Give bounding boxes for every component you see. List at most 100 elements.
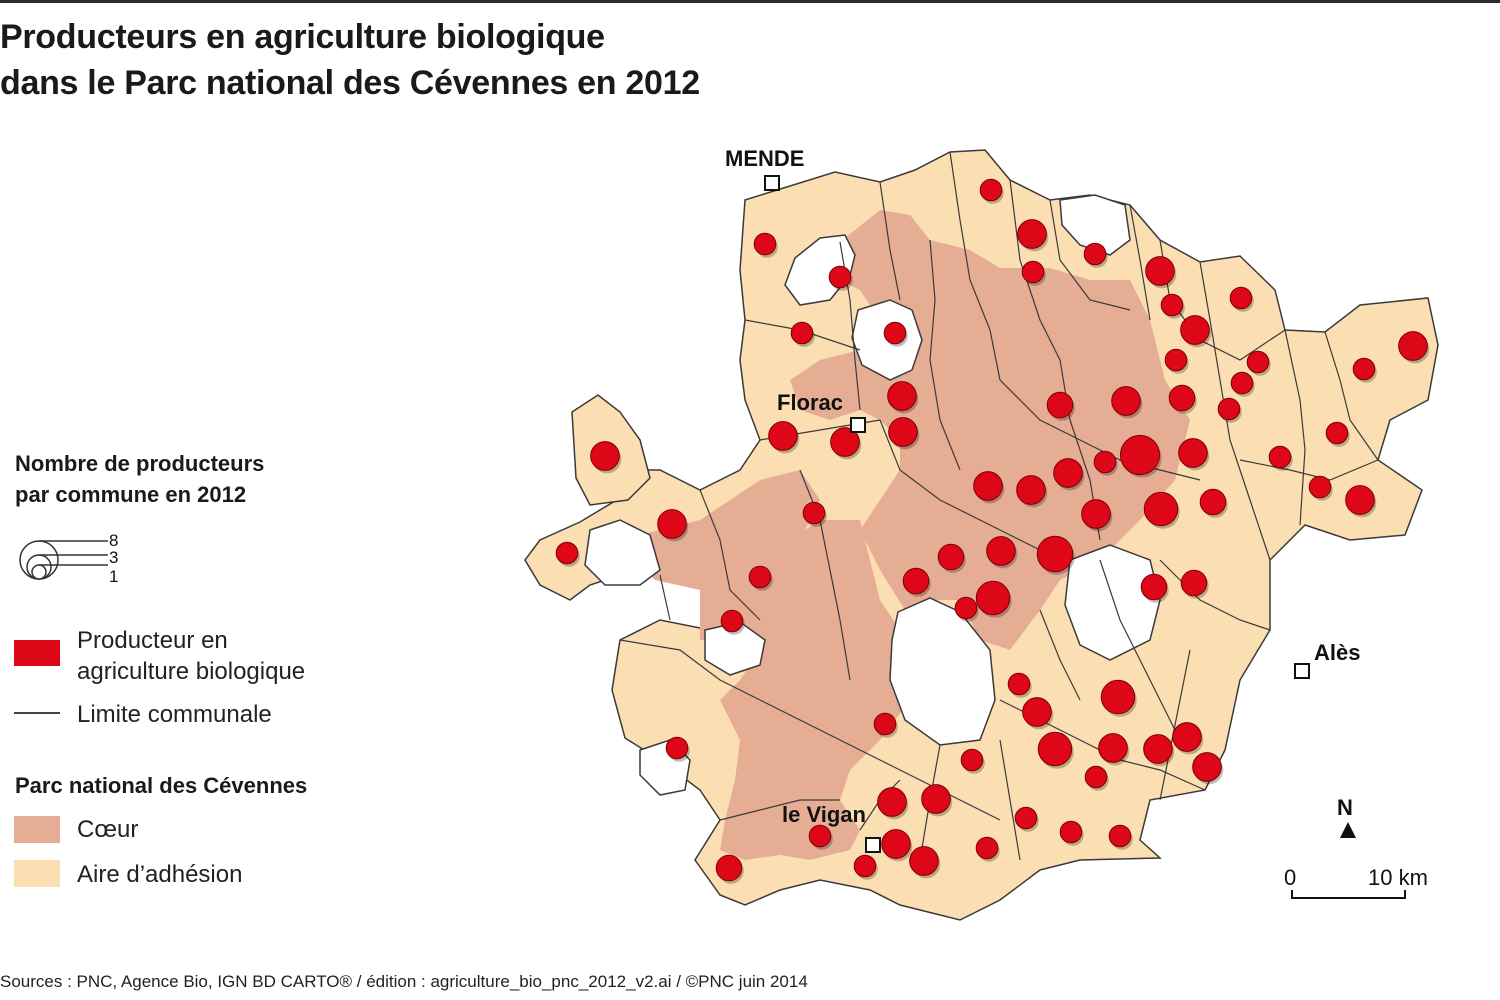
coeur-zone-west [635,470,820,590]
coeur-legend-label: Cœur [77,816,139,843]
size-legend-value-1: 1 [109,567,118,586]
producer-circle [1145,256,1175,286]
producer-circle [973,471,1003,501]
producer-circle [753,232,777,256]
town-marker-vigan [865,837,881,853]
producer-circle [1180,569,1208,597]
producer-circle [720,609,744,633]
outside-area-4 [1064,544,1161,661]
producer-circle [1140,573,1168,601]
producer-circle [1053,458,1083,488]
producer-circle [828,265,852,289]
outside-area-5 [584,519,661,586]
producer-circle [1308,475,1332,499]
scale-bar: 0 10 km [1284,865,1428,899]
producer-circle [665,736,689,760]
producer-circle [888,417,918,447]
coeur-zone-south [700,520,920,860]
producer-circle [1164,348,1188,372]
producer-circle [1007,672,1031,696]
producer-circle [1172,722,1202,752]
producer-circle [657,509,687,539]
producer-legend-line-1: Producteur en [77,627,228,654]
producer-circle [1143,734,1173,764]
producer-circle [590,441,620,471]
producer-circle [975,580,1011,616]
producer-circle [881,829,911,859]
producer-circles [555,178,1430,884]
town-label-vigan: le Vigan [782,802,866,827]
size-legend-heading-line-1: Nombre de producteurs [15,451,265,476]
producer-legend-label: Producteur en agriculture biologique [77,625,305,687]
size-legend-heading: Nombre de producteurs par commune en 201… [15,448,264,510]
producer-circle [768,421,798,451]
producer-circle [1217,397,1241,421]
map-title: Producteurs en agriculture biologique da… [0,14,700,106]
producer-circle [921,784,951,814]
producer-circle [1059,820,1083,844]
producer-circle [748,565,772,589]
producer-circle [1098,733,1128,763]
scale-line [1291,890,1406,899]
producer-circle [1014,806,1038,830]
producer-circle [960,748,984,772]
producer-circle [873,712,897,736]
producer-circle [883,321,907,345]
adhesion-legend-label: Aire d’adhésion [77,861,243,888]
producer-circle [1160,293,1184,317]
producer-circle [954,596,978,620]
producer-circle [1093,450,1117,474]
producer-circle [1037,731,1073,767]
town-florac: Florac [777,390,866,433]
producer-circle [877,787,907,817]
outside-area-7 [1059,194,1131,256]
size-legend-value-3: 3 [109,548,118,567]
producer-circle [937,543,965,571]
producer-circle [790,321,814,345]
town-marker-ales [1294,663,1310,679]
producer-circle [1168,384,1196,412]
coeur-swatch [14,816,60,843]
top-rule [0,0,1500,3]
title-line-1: Producteurs en agriculture biologique [0,18,605,56]
town-vigan: le Vigan [782,802,881,853]
outside-area-3 [889,597,996,746]
producer-circle [1084,765,1108,789]
limit-swatch [14,712,60,714]
producer-circle [1345,485,1375,515]
size-legend-circle-1 [31,564,47,580]
town-marker-florac [850,417,866,433]
producer-circle [853,854,877,878]
north-arrow: N [1337,795,1356,838]
scale-label-zero: 0 [1284,865,1296,890]
producer-circle [1046,391,1074,419]
producer-circle [555,541,579,565]
park-territory [524,149,1439,921]
producer-circle [1081,499,1111,529]
north-arrow-icon [1340,822,1356,838]
producer-circle [1100,679,1136,715]
size-legend-heading-line-2: par commune en 2012 [15,482,247,507]
size-legend-value-8: 8 [109,531,118,550]
producer-circle [1398,331,1428,361]
producer-circle [1083,242,1107,266]
town-label-florac: Florac [777,390,843,415]
producer-circle [902,567,930,595]
title-line-2: dans le Parc national des Cévennes en 20… [0,64,700,102]
source-credits: Sources : PNC, Agence Bio, IGN BD CARTO®… [0,972,808,991]
producer-circle [1199,488,1227,516]
producer-circle [1229,286,1253,310]
producer-circle [1036,535,1074,573]
town-ales: Alès [1294,640,1360,679]
producer-circle [1017,219,1047,249]
producer-circle [1230,371,1254,395]
park-legend-heading: Parc national des Cévennes [15,773,308,798]
producer-circle [986,536,1016,566]
north-label: N [1337,795,1353,820]
town-marker-mende [764,175,780,191]
producer-circle [979,178,1003,202]
producer-circle [975,836,999,860]
producer-circle [1246,350,1270,374]
size-legend-symbols: 8 3 1 [19,531,118,586]
